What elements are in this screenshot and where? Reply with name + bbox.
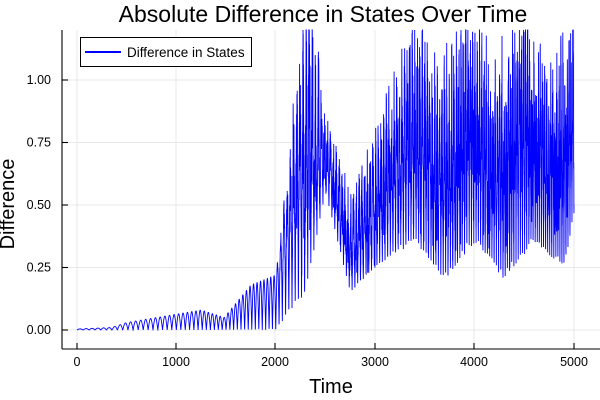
svg-text:0: 0 [74,355,81,369]
svg-text:3000: 3000 [361,355,389,369]
svg-text:4000: 4000 [460,355,488,369]
svg-text:Time: Time [309,376,353,398]
svg-text:2000: 2000 [261,355,289,369]
svg-text:0.00: 0.00 [27,323,51,337]
svg-text:Difference in States: Difference in States [127,45,245,60]
svg-text:0.50: 0.50 [27,198,51,212]
svg-text:1.00: 1.00 [27,73,51,87]
svg-text:0.75: 0.75 [27,136,51,150]
svg-text:5000: 5000 [560,355,588,369]
svg-text:1000: 1000 [162,355,190,369]
svg-text:Difference: Difference [0,159,19,250]
svg-text:0.25: 0.25 [27,261,51,275]
svg-text:Absolute Difference in States: Absolute Difference in States Over Time [119,1,528,27]
